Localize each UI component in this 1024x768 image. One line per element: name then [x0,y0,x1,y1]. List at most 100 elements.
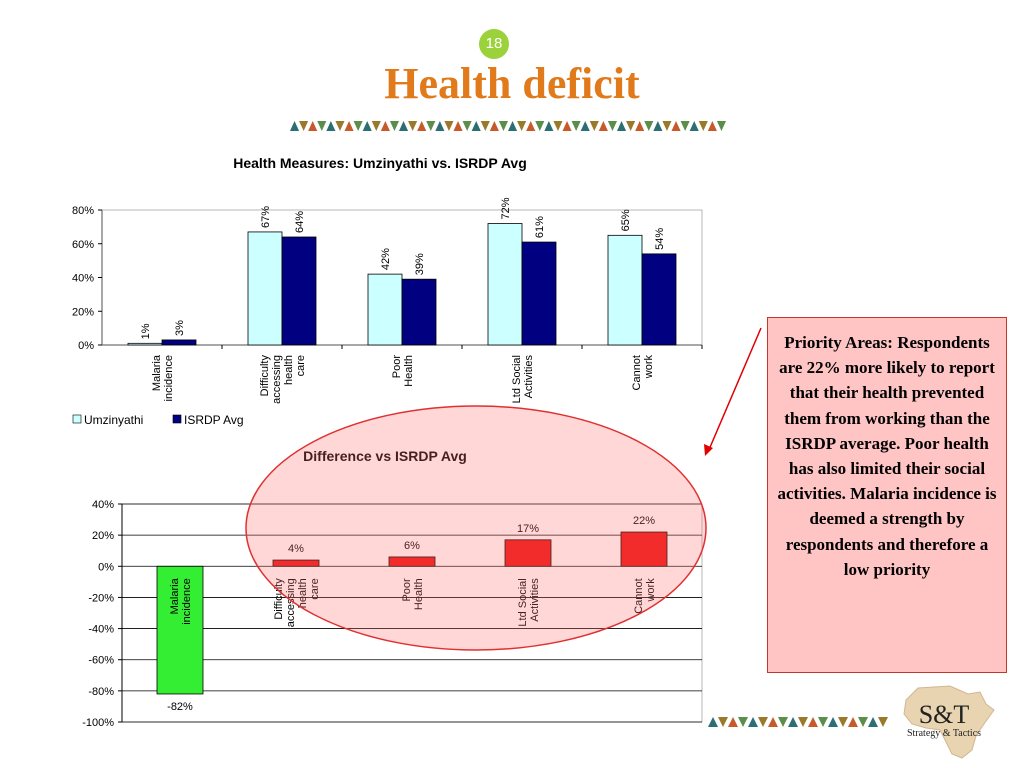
triangle-ornament [788,717,798,727]
triangle-ornament [498,121,508,131]
triangle-border-bottom [708,717,888,727]
triangle-ornament [553,121,563,131]
chart2-bar [156,565,204,695]
chart1-x-tick-label-line: work [643,355,655,380]
triangle-ornament [444,121,454,131]
chart1-x-tick-label-line: health [283,355,295,385]
triangle-ornament [818,717,828,727]
triangle-ornament [698,121,708,131]
chart1-legend-label: ISRDP Avg [184,413,244,427]
triangle-ornament [662,121,672,131]
triangle-ornament [571,121,581,131]
chart2-bar [620,531,668,567]
chart1-x-tick-label-line: incidence [163,355,175,401]
triangle-ornament [617,121,627,131]
chart2-x-tick-label-line: Ltd Social [517,578,529,626]
triangle-ornament [389,121,399,131]
chart1-title: Health Measures: Umzinyathi vs. ISRDP Av… [233,155,527,171]
triangle-ornament [671,121,681,131]
triangle-ornament [435,121,445,131]
chart2-x-tick-label-line: care [309,578,321,599]
triangle-ornament [878,717,888,727]
chart1-legend-swatch [72,414,82,424]
chart1-x-tick-label-line: Health [403,355,415,387]
chart1-x-tick-label-line: care [295,355,307,376]
chart1-bar [247,231,283,346]
triangle-ornament [399,121,409,131]
chart1-legend-swatch [172,414,182,424]
triangle-ornament [453,121,463,131]
triangle-ornament [778,717,788,727]
chart2-data-label: 17% [517,523,539,535]
triangle-ornament [728,717,738,727]
chart1-data-label: 67% [260,206,272,228]
chart1-data-label: 3% [174,320,186,336]
chart2-x-tick-label-line: Poor [401,578,413,602]
slide-number-badge: 18 [479,29,509,59]
chart2-x-tick-label-line: Difficulty [273,578,285,620]
chart2-y-tick-label: 0% [98,561,114,573]
chart2-y-tick-label: -60% [88,655,114,667]
chart1-data-label: 1% [140,323,152,339]
chart2-plot-area [121,503,703,723]
chart2-x-tick-label-line: Cannot [633,578,645,613]
triangle-ornament [716,121,726,131]
triangle-border-top [290,121,726,131]
triangle-ornament [290,121,300,131]
slide-title: Health deficit [384,59,640,108]
logo-main-text: S&T [918,700,970,729]
triangle-ornament [489,121,499,131]
triangle-ornament [353,121,363,131]
chart2-bar [272,559,320,567]
chart1-y-tick-label: 40% [72,273,94,285]
triangle-ornament [544,121,554,131]
chart1-x-tick-label-line: Difficulty [259,355,271,397]
triangle-ornament [308,121,318,131]
chart2-data-label: 4% [288,543,304,555]
chart2-x-tick-label-line: Health [413,578,425,610]
triangle-ornament [589,121,599,131]
chart1-y-tick-label: 80% [72,205,94,217]
triangle-ornament [480,121,490,131]
triangle-ornament [858,717,868,727]
triangle-ornament [689,121,699,131]
triangle-ornament [517,121,527,131]
chart1-data-label: 42% [380,248,392,270]
chart2-x-tick-label-line: work [645,578,657,603]
chart1-y-tick-label: 60% [72,239,94,251]
triangle-ornament [748,717,758,727]
triangle-ornament [718,717,728,727]
chart1-y-tick-label: 20% [72,306,94,318]
chart1-x-tick-label-line: accessing [271,355,283,404]
chart1-bar [367,273,403,346]
triangle-ornament [508,121,518,131]
triangle-ornament [598,121,608,131]
chart1-x-tick-label-line: Activities [523,355,535,399]
chart2-y-tick-label: -100% [82,717,114,729]
chart2-data-label: 6% [404,540,420,552]
triangle-ornament [426,121,436,131]
triangle-ornament [562,121,572,131]
chart1-bar [607,234,643,346]
triangle-ornament [326,121,336,131]
triangle-ornament [462,121,472,131]
chart1-data-label: 39% [414,253,426,275]
chart1-x-tick-label-line: Poor [391,355,403,379]
triangle-ornament [635,121,645,131]
chart2-y-tick-label: -80% [88,686,114,698]
triangle-ornament [380,121,390,131]
chart2-x-tick-label-line: health [297,578,309,608]
chart1-y-tick-label: 0% [78,340,94,352]
logo: S&T Strategy & Tactics [888,700,1000,739]
chart1-bar [521,241,557,346]
chart1-data-label: 72% [500,197,512,219]
triangle-ornament [535,121,545,131]
chart2-bar [504,539,552,567]
triangle-ornament [758,717,768,727]
triangle-ornament [362,121,372,131]
chart1-x-tick-label-line: Malaria [151,354,163,391]
chart1-data-label: 64% [294,211,306,233]
chart1-bar [161,339,197,346]
triangle-ornament [299,121,309,131]
